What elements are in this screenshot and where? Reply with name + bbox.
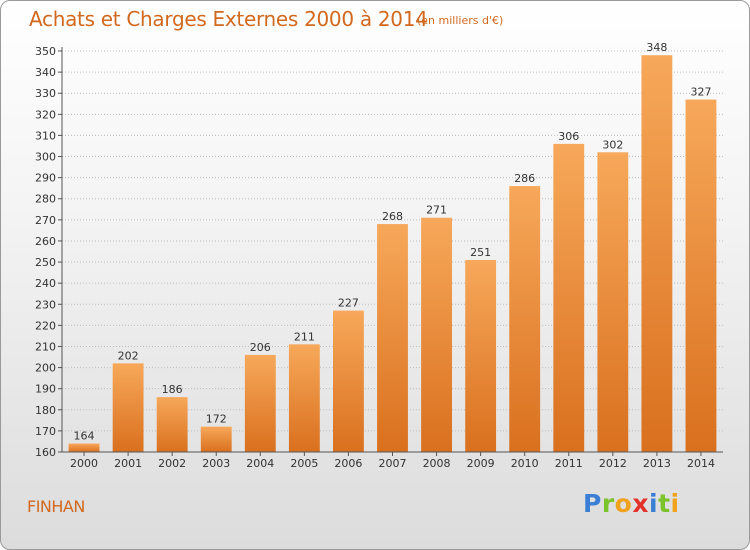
bar: [68, 443, 100, 452]
x-tick-label: 2001: [114, 457, 142, 470]
logo-letter: i: [670, 489, 680, 518]
y-tick-label: 300: [35, 151, 56, 164]
logo-letter: i: [649, 489, 659, 518]
logo-letter: x: [632, 489, 649, 518]
bar: [685, 99, 717, 452]
chart-subtitle: (en milliers d'€): [417, 14, 504, 27]
x-tick-label: 2011: [555, 457, 583, 470]
y-tick-label: 310: [35, 129, 56, 142]
bar-value-label: 186: [162, 383, 183, 396]
y-tick-label: 320: [35, 108, 56, 121]
y-tick-label: 350: [35, 45, 56, 58]
x-tick-label: 2003: [202, 457, 230, 470]
logo-letter: P: [583, 489, 602, 518]
bar: [377, 224, 408, 452]
logo-letter: o: [614, 489, 633, 518]
y-tick-label: 190: [35, 383, 56, 396]
bar-value-label: 268: [382, 210, 403, 223]
bar: [597, 152, 629, 452]
x-tick-label: 2002: [158, 457, 186, 470]
y-tick-label: 240: [35, 277, 56, 290]
y-tick-label: 220: [35, 319, 56, 332]
y-tick-label: 280: [35, 193, 56, 206]
y-tick-label: 170: [35, 425, 56, 438]
logo-letter: t: [658, 489, 671, 518]
bar-value-label: 251: [470, 246, 491, 259]
bar-value-label: 211: [294, 330, 315, 343]
x-tick-label: 2004: [246, 457, 274, 470]
bar-value-label: 327: [690, 86, 711, 99]
y-tick-label: 340: [35, 66, 56, 79]
bar-value-label: 348: [646, 41, 667, 54]
chart-title: Achats et Charges Externes 2000 à 2014: [29, 7, 428, 31]
bar-value-label: 164: [74, 430, 95, 443]
y-tick-label: 250: [35, 256, 56, 269]
bar-value-label: 271: [426, 204, 447, 217]
y-tick-label: 290: [35, 172, 56, 185]
bar-value-label: 206: [250, 341, 271, 354]
y-tick-label: 180: [35, 404, 56, 417]
bar: [421, 217, 452, 452]
bar: [200, 426, 232, 452]
y-tick-label: 270: [35, 214, 56, 227]
proxiti-logo[interactable]: Proxiti: [583, 489, 680, 518]
bar: [509, 186, 541, 453]
y-tick-label: 160: [35, 446, 56, 459]
y-tick-label: 210: [35, 340, 56, 353]
bar: [244, 354, 276, 452]
y-tick-label: 230: [35, 298, 56, 311]
x-tick-label: 2008: [423, 457, 451, 470]
bar: [553, 143, 585, 452]
bar-value-label: 172: [206, 413, 227, 426]
bar-value-label: 306: [558, 130, 579, 143]
y-tick-label: 330: [35, 87, 56, 100]
x-tick-label: 2009: [467, 457, 495, 470]
bar: [465, 259, 497, 452]
bar: [156, 397, 188, 452]
bar: [641, 55, 673, 452]
x-tick-label: 2013: [643, 457, 671, 470]
commune-name: FINHAN: [27, 497, 85, 516]
x-tick-label: 2006: [334, 457, 362, 470]
x-tick-label: 2005: [290, 457, 318, 470]
x-tick-label: 2000: [70, 457, 98, 470]
x-tick-label: 2012: [599, 457, 627, 470]
bar-value-label: 202: [118, 349, 139, 362]
bar-value-label: 227: [338, 297, 359, 310]
x-tick-label: 2014: [687, 457, 715, 470]
bar: [333, 310, 364, 452]
bar-value-label: 302: [602, 138, 623, 151]
bar-value-label: 286: [514, 172, 535, 185]
logo-letter: r: [601, 489, 615, 518]
y-tick-label: 200: [35, 362, 56, 375]
bar: [288, 344, 320, 452]
bar: [112, 363, 144, 452]
x-tick-label: 2010: [511, 457, 539, 470]
x-tick-label: 2007: [379, 457, 407, 470]
y-tick-label: 260: [35, 235, 56, 248]
